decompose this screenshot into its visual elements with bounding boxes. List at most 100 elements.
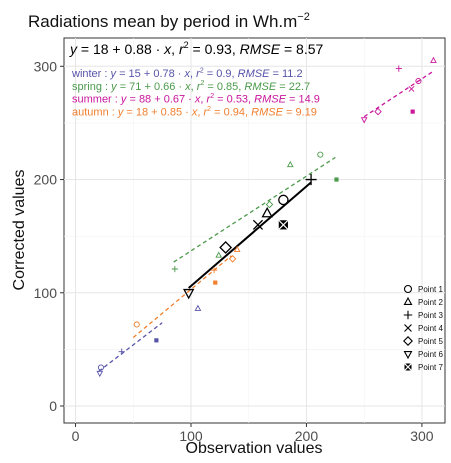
equation-part: = 14.9 <box>286 94 320 106</box>
legend: Point 1 Point 2 Point 3 Point 4 Point 5 Point… <box>403 284 443 372</box>
equation-season-1: spring : y = 71 + 0.66 · x, r2 = 0.85, R… <box>72 80 310 93</box>
season-point <box>215 251 223 258</box>
equation-part: y <box>110 68 118 80</box>
equation-part: = 11.2 <box>269 68 302 80</box>
y-tick-label: 100 <box>34 285 58 301</box>
marker-cross <box>404 363 412 371</box>
equation-part: , <box>191 81 197 93</box>
equation-part: r <box>197 81 202 93</box>
x-tick-label: 200 <box>295 428 319 444</box>
season-point <box>97 364 104 371</box>
y-tick-label: 200 <box>34 172 58 188</box>
equation-part: = 9.19 <box>283 106 317 118</box>
season-point <box>233 245 241 253</box>
grid <box>64 38 445 423</box>
legend-label: Point 2 <box>418 298 443 307</box>
season-point <box>286 160 294 168</box>
regression-lines <box>98 70 434 372</box>
season-point <box>213 280 218 285</box>
equation-part: 2 <box>200 67 204 74</box>
equation-season-2: summer : y = 88 + 0.67 · x, r2 = 0.53, R… <box>72 93 320 106</box>
equation-part: 2 <box>210 93 214 100</box>
legend-label: Point 7 <box>418 363 443 372</box>
equation-part: = 0.53, <box>214 94 254 106</box>
regression-line-overall <box>188 181 312 289</box>
overall-point <box>261 206 273 218</box>
axis-ticks: 0 100 200 300 0 100 200 300 <box>34 58 434 444</box>
season-point <box>430 56 437 63</box>
equation-part: , <box>171 41 179 57</box>
equation-part: RMSE <box>254 94 286 106</box>
equation-part: = 0.9, <box>204 68 238 80</box>
equation-part: x <box>184 68 191 80</box>
equation-part: x <box>184 81 191 93</box>
marker-cross <box>278 219 289 230</box>
equation-part: x <box>194 94 201 106</box>
equation-part: = 15 + 0.78 · <box>116 68 185 80</box>
equation-part: x <box>163 41 172 57</box>
equation-part: = 22.7 <box>276 81 310 93</box>
season-point <box>410 109 415 114</box>
equation-part: r <box>179 41 185 57</box>
equation-part: winter : <box>71 68 111 80</box>
x-axis-title: Observation values <box>186 440 323 457</box>
equation-part: = 0.93, <box>189 41 240 57</box>
overall-point <box>278 219 289 230</box>
legend-marker <box>404 324 412 332</box>
equation-part: r <box>207 94 212 106</box>
chart-title-superscript: −2 <box>297 11 310 23</box>
equation-part: r <box>203 106 208 118</box>
equation-overall: y = 18 + 0.88 · x, r2 = 0.93, RMSE = 8.5… <box>69 40 323 57</box>
overall-point <box>252 219 264 230</box>
overall-point <box>219 241 233 254</box>
equation-part: y <box>117 106 125 118</box>
y-tick-label: 300 <box>34 58 58 74</box>
season-point <box>96 370 104 378</box>
legend-label: Point 6 <box>418 350 443 359</box>
equation-part: , <box>200 94 206 106</box>
equation-part: = 71 + 0.66 · <box>117 81 186 93</box>
equation-part: RMSE <box>240 41 281 57</box>
chart-title: Radiations mean by period in Wh.m−2 <box>28 11 310 31</box>
season-point <box>171 265 178 273</box>
overall-point <box>278 194 289 206</box>
equation-part: = 0.85, <box>204 81 244 93</box>
legend-marker <box>404 363 412 371</box>
season-point <box>374 107 382 116</box>
equation-part: y <box>69 41 78 57</box>
data-points <box>96 56 437 378</box>
equation-part: , <box>190 68 196 80</box>
equation-part: = 8.57 <box>280 41 323 57</box>
legend-label: Point 3 <box>418 311 443 320</box>
equations: y = 18 + 0.88 · x, r2 = 0.93, RMSE = 8.5… <box>69 40 323 118</box>
season-point <box>408 86 415 92</box>
chart-title-text: Radiations mean by period in Wh.m <box>28 12 297 31</box>
y-axis-title: Corrected values <box>11 170 28 291</box>
equation-part: RMSE <box>244 81 276 93</box>
equation-part: summer : <box>72 94 121 106</box>
overall-point <box>305 174 317 186</box>
equation-part: RMSE <box>238 68 270 80</box>
equation-part: = 18 + 0.88 · <box>77 41 164 57</box>
season-point <box>265 200 274 209</box>
season-point <box>118 348 125 355</box>
season-point <box>317 151 324 158</box>
season-point <box>228 255 237 263</box>
equation-season-3: autumn : y = 18 + 0.85 · x, r2 = 0.94, R… <box>72 106 317 119</box>
equation-part: , <box>197 106 203 118</box>
equation-part: = 18 + 0.85 · <box>123 106 192 118</box>
season-point <box>154 338 159 343</box>
equation-part: y <box>120 94 128 106</box>
equation-part: RMSE <box>251 106 283 118</box>
x-tick-label: 100 <box>179 428 203 444</box>
season-point <box>415 77 422 85</box>
season-point <box>395 65 402 72</box>
equation-part: autumn : <box>72 106 118 118</box>
regression-line-season-3 <box>132 255 232 339</box>
equation-part: y <box>110 81 118 93</box>
legend-label: Point 1 <box>418 285 443 294</box>
overall-point <box>183 288 195 300</box>
legend-marker <box>403 284 413 294</box>
